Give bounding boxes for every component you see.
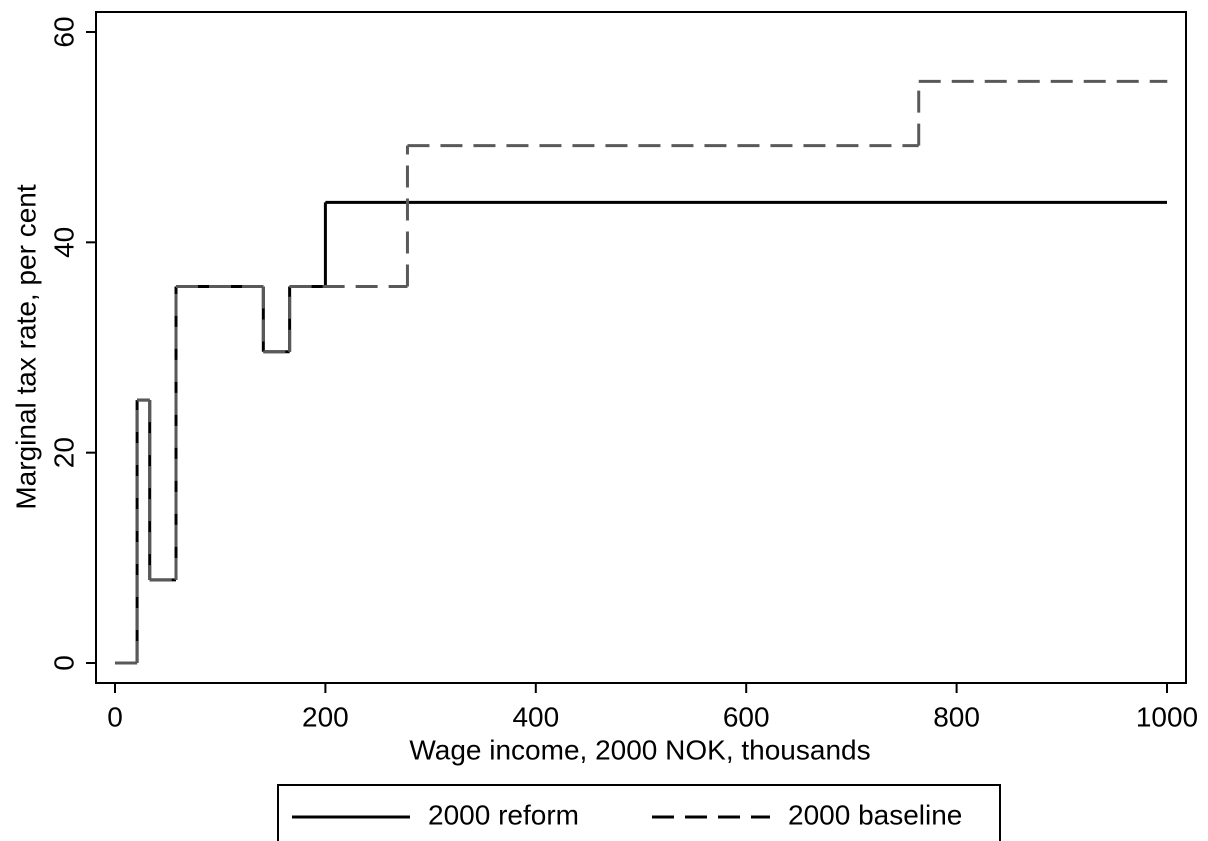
- legend-label: 2000 baseline: [788, 799, 962, 830]
- x-tick-label: 200: [302, 701, 349, 732]
- y-tick-label: 40: [48, 227, 79, 258]
- x-tick-label: 600: [723, 701, 770, 732]
- y-tick-label: 0: [48, 655, 79, 671]
- x-tick-label: 800: [933, 701, 980, 732]
- x-tick-label: 0: [107, 701, 123, 732]
- y-tick-label: 20: [48, 437, 79, 468]
- x-tick-label: 400: [512, 701, 559, 732]
- y-axis-label: Marginal tax rate, per cent: [10, 184, 41, 509]
- x-tick-label: 1000: [1136, 701, 1198, 732]
- legend-label: 2000 reform: [428, 799, 579, 830]
- plot-frame: [95, 11, 1187, 684]
- x-axis-label: Wage income, 2000 NOK, thousands: [409, 734, 870, 765]
- y-tick-label: 60: [48, 16, 79, 47]
- legend-box: [277, 784, 1001, 841]
